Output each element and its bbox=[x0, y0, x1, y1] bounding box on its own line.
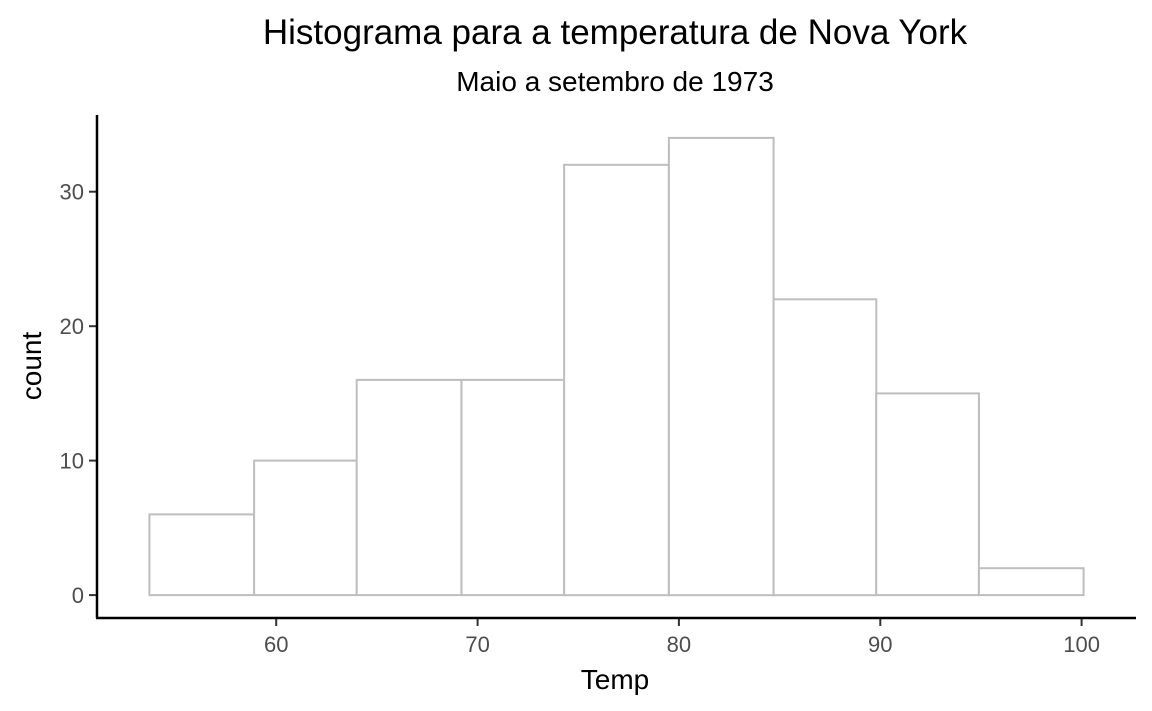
histogram-bar bbox=[772, 298, 878, 597]
histogram-bar bbox=[355, 378, 463, 597]
x-tick-label: 70 bbox=[465, 632, 489, 657]
histogram-bar bbox=[977, 567, 1085, 597]
x-tick-label: 60 bbox=[264, 632, 288, 657]
y-tick-label: 30 bbox=[60, 180, 84, 205]
x-axis-ticks: 60 70 80 90 100 bbox=[264, 618, 1100, 657]
x-axis-title: Temp bbox=[581, 664, 649, 695]
histogram-bar bbox=[667, 136, 775, 597]
x-tick-label: 80 bbox=[667, 632, 691, 657]
bars-group bbox=[148, 136, 1085, 597]
histogram-bar bbox=[875, 392, 980, 597]
histogram-bar bbox=[460, 378, 566, 597]
y-axis-title: count bbox=[16, 332, 47, 401]
histogram-bar bbox=[563, 163, 670, 597]
histogram-bar bbox=[253, 459, 358, 597]
y-tick-label: 10 bbox=[60, 449, 84, 474]
y-tick-label: 20 bbox=[60, 314, 84, 339]
y-axis-ticks: 0 10 20 30 bbox=[60, 180, 97, 608]
chart-subtitle: Maio a setembro de 1973 bbox=[456, 66, 774, 97]
chart-title: Histograma para a temperatura de Nova Yo… bbox=[263, 13, 968, 52]
histogram-bar bbox=[148, 513, 256, 597]
x-tick-label: 100 bbox=[1063, 632, 1100, 657]
y-tick-label: 0 bbox=[72, 583, 84, 608]
x-tick-label: 90 bbox=[868, 632, 892, 657]
